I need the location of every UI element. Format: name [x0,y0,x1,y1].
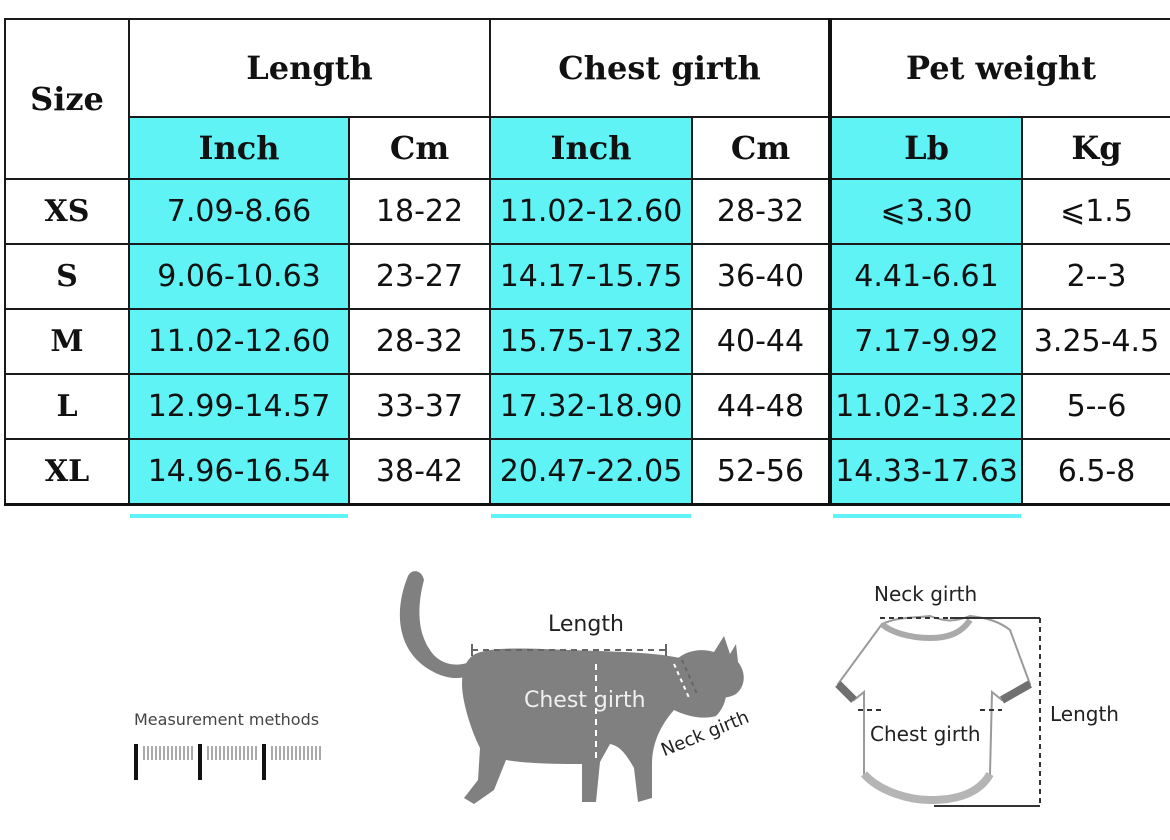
ruler-icon [134,744,321,780]
table-cell: 20.47-22.05 [489,438,694,506]
table-cell: 14.96-16.54 [128,438,350,506]
table-cell: ⩽1.5 [1021,178,1170,245]
table-cell: 14.33-17.63 [828,438,1024,506]
measurement-illustrations: Measurement methods [0,540,1170,840]
table-cell: 28-32 [691,178,832,245]
table-cell: 23-27 [347,243,492,310]
table-cell: 12.99-14.57 [128,373,350,440]
pet-weight-group-header: Pet weight [828,18,1170,118]
table-cell: 4.41-6.61 [828,243,1024,310]
unit-header-length-inch: Inch [128,116,350,180]
table-row: XS 7.09-8.66 18-22 11.02-12.60 28-32 ⩽3.… [4,178,1170,245]
measurement-methods-label: Measurement methods [134,710,320,729]
table-cell: 33-37 [347,373,492,440]
table-cell: 14.17-15.75 [489,243,694,310]
table-cell: ⩽3.30 [828,178,1024,245]
size-label: XS [4,178,130,245]
table-cell: 6.5-8 [1021,438,1170,506]
table-cell: 40-44 [691,308,832,375]
table-cell: 52-56 [691,438,832,506]
table-cell: 11.02-12.60 [128,308,350,375]
table-cell: 9.06-10.63 [128,243,350,310]
unit-header-chest-inch: Inch [489,116,694,180]
chest-girth-group-header: Chest girth [489,18,832,118]
table-cell: 2--3 [1021,243,1170,310]
table-cell: 3.25-4.5 [1021,308,1170,375]
length-group-header: Length [127,18,492,118]
size-label: M [4,308,130,375]
table-cell: 36-40 [691,243,832,310]
shirt-length-label: Length [1050,702,1119,726]
size-label: S [4,243,130,310]
table-cell: 15.75-17.32 [489,308,694,375]
table-row: XL 14.96-16.54 38-42 20.47-22.05 52-56 1… [4,438,1170,506]
table-row: S 9.06-10.63 23-27 14.17-15.75 36-40 4.4… [4,243,1170,310]
unit-header-chest-cm: Cm [691,116,832,180]
table-cell: 18-22 [347,178,492,245]
size-column-header: Size [4,18,130,180]
table-cell: 7.09-8.66 [128,178,350,245]
cat-chest-girth-label: Chest girth [524,688,646,713]
table-cell: 5--6 [1021,373,1170,440]
cropped-row-strip [130,514,348,518]
shirt-icon [835,614,1041,807]
table-cell: 17.32-18.90 [489,373,694,440]
unit-header-weight-kg: Kg [1021,116,1170,180]
table-cell: 38-42 [347,438,492,506]
table-cell: 28-32 [347,308,492,375]
table-cell: 11.02-12.60 [489,178,694,245]
unit-header-weight-lb: Lb [828,116,1024,180]
table-cell: 7.17-9.92 [828,308,1024,375]
size-label: L [4,373,130,440]
table-cell: 11.02-13.22 [828,373,1024,440]
unit-header-length-cm: Cm [347,116,492,180]
table-row: M 11.02-12.60 28-32 15.75-17.32 40-44 7.… [4,308,1170,375]
cat-silhouette-icon [399,571,744,804]
table-row: L 12.99-14.57 33-37 17.32-18.90 44-48 11… [4,373,1170,440]
size-chart-table: Size Length Chest girth Pet weight Inch … [4,18,1170,506]
shirt-chest-girth-label: Chest girth [870,722,981,746]
shirt-neck-girth-label: Neck girth [874,582,978,606]
size-label: XL [4,438,130,506]
cropped-row-strip [491,514,691,518]
cropped-row-strip [833,514,1021,518]
table-cell: 44-48 [691,373,832,440]
cat-length-label: Length [548,612,624,637]
